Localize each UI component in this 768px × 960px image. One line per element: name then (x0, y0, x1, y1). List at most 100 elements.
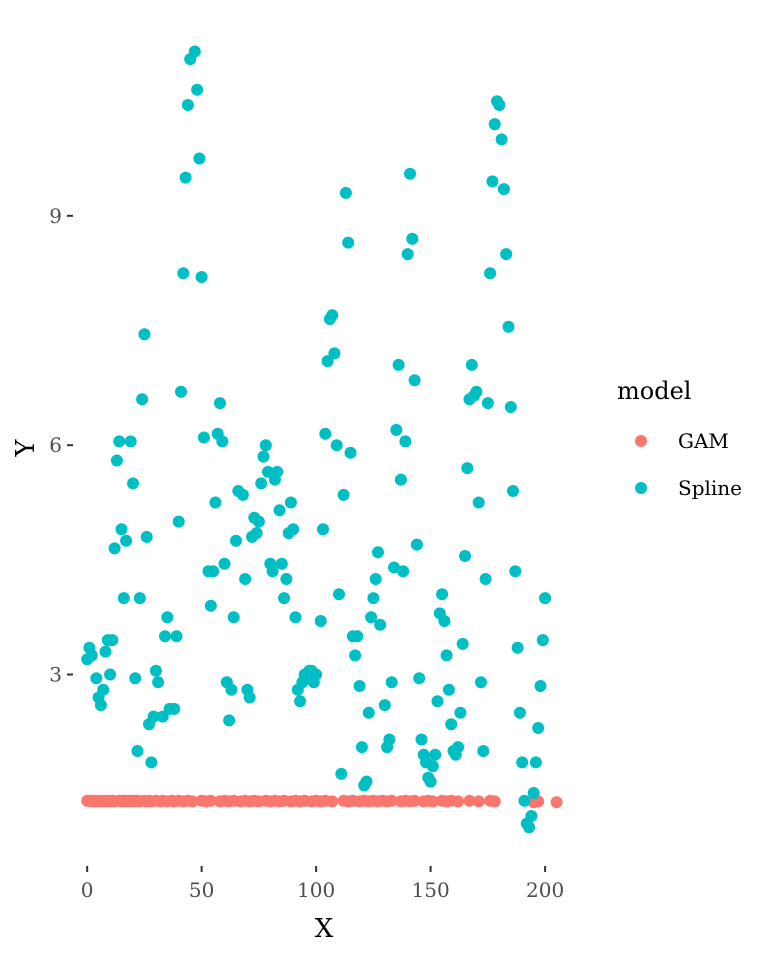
point-spline (518, 794, 531, 807)
point-spline (138, 328, 151, 341)
point-spline (294, 695, 307, 708)
point-spline (106, 634, 119, 647)
point-spline (413, 672, 426, 685)
point-spline (207, 565, 220, 578)
point-spline (266, 565, 279, 578)
point-spline (179, 171, 192, 184)
point-spline (223, 714, 236, 727)
point-spline (127, 477, 139, 490)
point-spline (349, 649, 362, 662)
point-spline (388, 561, 400, 574)
point-spline (94, 699, 107, 712)
point-spline (390, 423, 403, 436)
point-spline (523, 821, 536, 834)
point-spline (424, 775, 437, 788)
point-spline (170, 630, 183, 643)
x-tick-label: 150 (412, 878, 450, 902)
x-tick-label: 200 (526, 878, 564, 902)
point-spline (328, 347, 341, 360)
point-spline (257, 450, 270, 463)
point-gam (385, 794, 398, 807)
point-spline (399, 435, 412, 448)
point-spline (214, 397, 226, 410)
point-spline (335, 767, 348, 780)
x-tick-label: 0 (81, 878, 94, 902)
point-spline (513, 706, 526, 719)
point-spline (408, 374, 421, 387)
point-spline (197, 431, 210, 444)
point-spline (536, 634, 549, 647)
point-spline (124, 435, 137, 448)
point-spline (317, 523, 329, 536)
point-spline (525, 810, 538, 822)
point-spline (262, 465, 274, 478)
point-spline (511, 641, 524, 654)
point-spline (404, 167, 416, 180)
point-spline (110, 454, 123, 467)
point-spline (493, 99, 506, 111)
point-spline (133, 592, 146, 605)
point-spline (152, 676, 165, 689)
point-spline (140, 530, 153, 543)
legend-title: model (617, 377, 691, 405)
point-spline (156, 710, 169, 723)
y-tick-label: 9 (49, 204, 62, 228)
point-spline (385, 676, 398, 689)
x-tick-label: 50 (189, 878, 214, 902)
point-spline (90, 672, 103, 685)
point-spline (310, 668, 323, 681)
point-spline (333, 588, 345, 601)
point-spline (120, 534, 133, 547)
point-spline (255, 477, 268, 490)
y-axis: 3 6 9 (49, 204, 73, 687)
point-spline (440, 649, 453, 662)
point-spline (442, 683, 455, 696)
point-spline (392, 358, 405, 371)
legend-key-spline (635, 482, 647, 494)
point-spline (355, 741, 368, 754)
point-gam (408, 794, 421, 807)
y-axis-title: Y (11, 439, 41, 458)
point-spline (475, 676, 487, 689)
point-spline (104, 668, 117, 681)
point-spline (539, 592, 552, 605)
point-spline (369, 573, 382, 585)
point-spline (534, 680, 547, 692)
point-gam (326, 795, 339, 808)
point-spline (284, 496, 297, 509)
point-spline (181, 99, 194, 111)
point-spline (360, 775, 373, 788)
point-spline (177, 267, 190, 280)
point-spline (532, 722, 545, 734)
point-spline (431, 695, 444, 708)
point-spline (459, 550, 471, 562)
point-spline (191, 83, 204, 96)
point-spline (372, 546, 384, 559)
point-spline (365, 611, 378, 624)
point-spline (218, 557, 231, 570)
point-spline (252, 515, 265, 528)
point-spline (342, 236, 355, 249)
point-spline (394, 473, 407, 486)
point-spline (362, 706, 375, 719)
legend: model GAM Spline (617, 377, 742, 500)
point-spline (454, 706, 467, 719)
point-spline (470, 385, 483, 398)
point-spline (193, 152, 206, 165)
point-spline (529, 756, 542, 769)
point-spline (209, 496, 222, 509)
point-spline (204, 599, 217, 612)
point-gam (488, 795, 501, 808)
point-spline (502, 320, 515, 333)
point-spline (195, 271, 208, 283)
point-spline (465, 358, 478, 371)
point-spline (275, 557, 288, 570)
point-spline (314, 615, 327, 627)
point-spline (509, 565, 522, 578)
point-spline (367, 592, 380, 605)
point-spline (488, 118, 501, 131)
point-spline (145, 756, 158, 769)
point-spline (374, 618, 387, 631)
point-spline (230, 534, 242, 547)
